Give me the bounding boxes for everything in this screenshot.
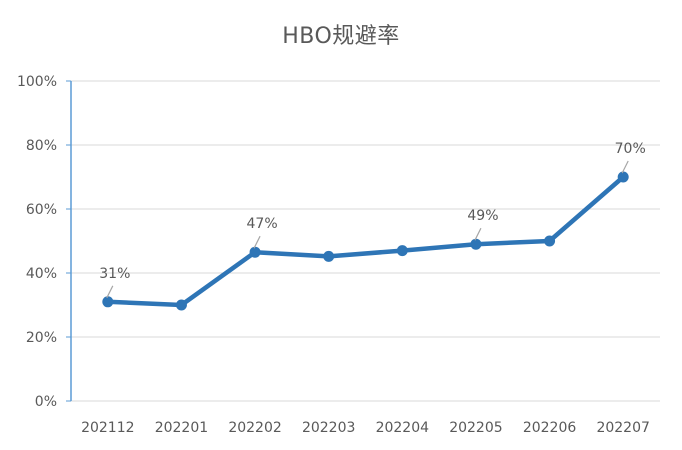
x-tick-label: 202203 (302, 420, 355, 436)
data-label: 47% (247, 216, 278, 232)
y-axis-tick-labels: 0% 20% 40% 60% 80% 100% (17, 74, 57, 410)
x-tick-label: 202112 (81, 420, 134, 436)
x-tick-label: 202202 (228, 420, 281, 436)
gridlines (71, 80, 660, 402)
data-point (175, 299, 187, 311)
data-label-leader (474, 227, 482, 241)
chart-title: HBO规避率 (282, 24, 400, 49)
series (102, 171, 629, 311)
data-labels: 31% 47% 49% 70% (99, 141, 646, 299)
series-line (105, 174, 626, 308)
data-label: 49% (467, 208, 498, 224)
y-tick-label: 40% (26, 266, 57, 282)
data-label-leader (106, 285, 114, 299)
y-tick-label: 20% (26, 330, 57, 346)
x-tick-label: 202206 (523, 420, 577, 436)
data-point (249, 246, 261, 258)
data-label: 70% (615, 141, 646, 157)
x-tick-label: 202207 (596, 420, 649, 436)
x-tick-label: 202204 (376, 420, 430, 436)
data-point (470, 238, 482, 250)
y-tick-label: 60% (26, 202, 57, 218)
y-tick-label: 0% (35, 394, 57, 410)
data-point (102, 296, 114, 308)
axes (66, 80, 72, 402)
x-tick-label: 202201 (155, 420, 208, 436)
data-label-leader (621, 160, 629, 174)
data-label-leader (253, 235, 261, 249)
data-label: 31% (99, 266, 130, 282)
data-point (544, 235, 556, 247)
y-tick-label: 80% (26, 138, 57, 154)
y-tick-label: 100% (17, 74, 57, 90)
x-tick-label: 202205 (449, 420, 502, 436)
data-point (396, 245, 408, 257)
data-point (323, 250, 335, 262)
x-axis-tick-labels: 202112 202201 202202 202203 202204 202205 2022… (81, 420, 650, 436)
data-point (617, 171, 629, 183)
